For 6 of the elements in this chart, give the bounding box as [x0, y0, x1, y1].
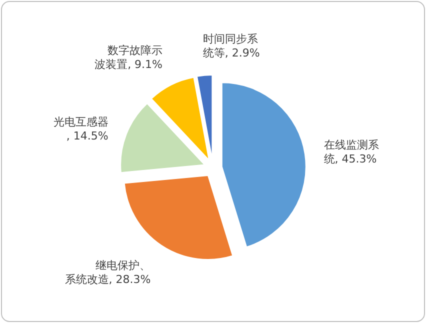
data-label: , 14.5% — [66, 129, 108, 142]
slice-label: 光电互感器 — [53, 115, 108, 128]
slice-label: 继电保护、系统改造, 28.3% — [64, 259, 151, 286]
slice-label: 时间同步系统等, 2.9% — [202, 32, 260, 60]
slice-label: 在线监测系统, 45.3% — [324, 138, 379, 166]
slice-label: 数字故障示波装置, 9.1% — [94, 44, 163, 72]
